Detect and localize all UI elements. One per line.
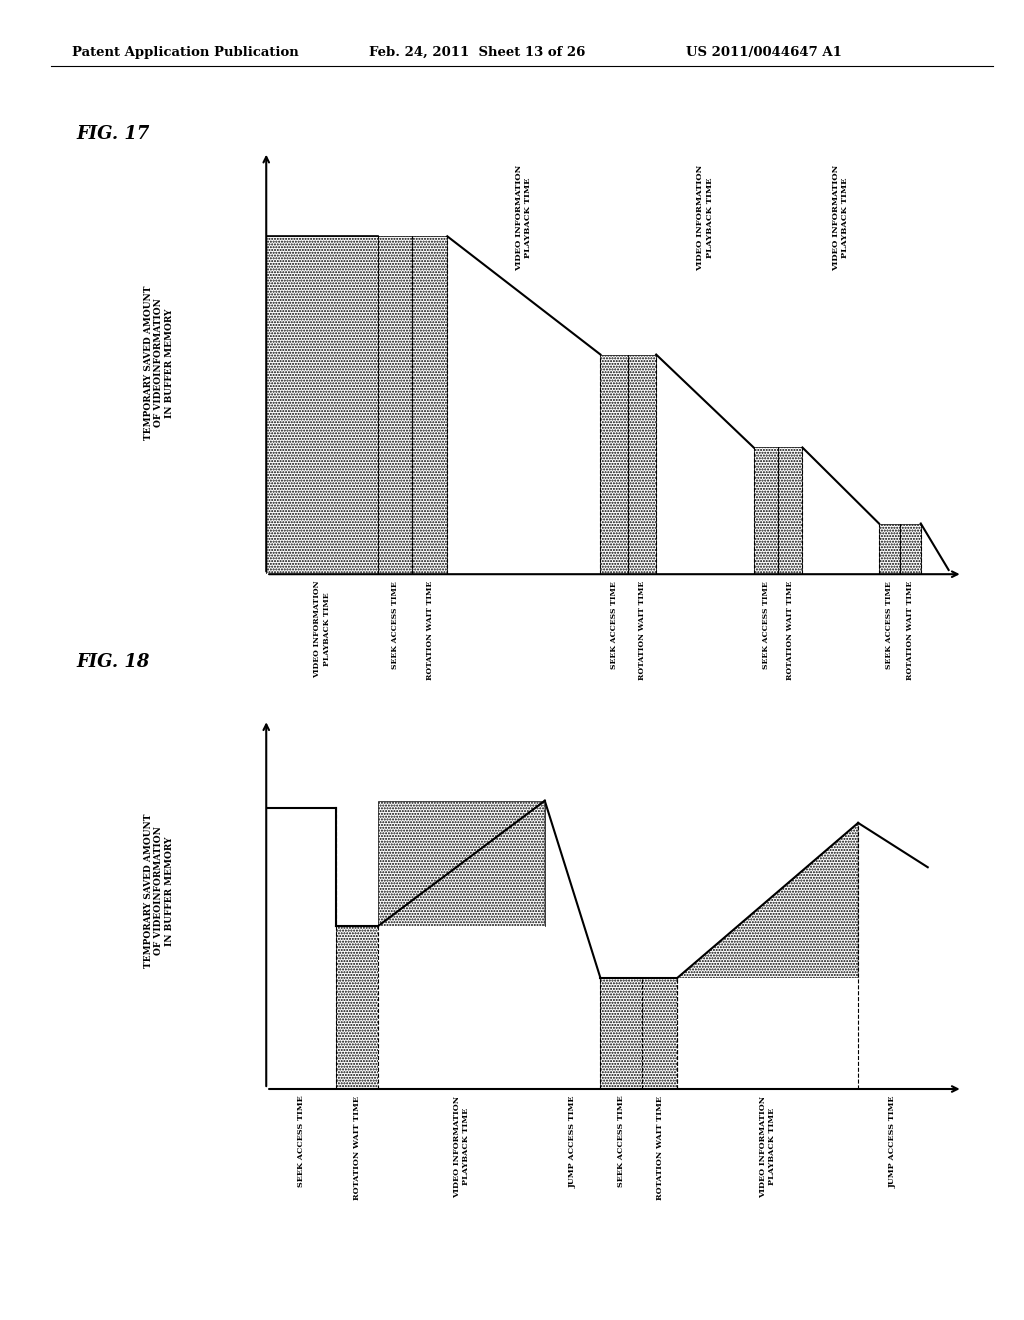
Text: ROTATION WAIT TIME: ROTATION WAIT TIME [906,581,914,680]
Text: JUMP ACCESS TIME: JUMP ACCESS TIME [889,1096,897,1188]
Text: SEEK ACCESS TIME: SEEK ACCESS TIME [391,581,399,668]
Polygon shape [677,822,858,978]
Bar [879,524,900,574]
Text: ROTATION WAIT TIME: ROTATION WAIT TIME [426,581,434,680]
Text: Feb. 24, 2011  Sheet 13 of 26: Feb. 24, 2011 Sheet 13 of 26 [369,46,585,59]
Text: FIG. 18: FIG. 18 [77,652,151,671]
Text: ROTATION WAIT TIME: ROTATION WAIT TIME [786,581,795,680]
Text: SEEK ACCESS TIME: SEEK ACCESS TIME [297,1096,305,1188]
Bar [629,355,656,574]
Text: VIDEO INFORMATION
PLAYBACK TIME: VIDEO INFORMATION PLAYBACK TIME [515,165,532,271]
Text: VIDEO INFORMATION
PLAYBACK TIME: VIDEO INFORMATION PLAYBACK TIME [313,581,331,678]
Text: VIDEO INFORMATION
PLAYBACK TIME: VIDEO INFORMATION PLAYBACK TIME [453,1096,470,1197]
Text: FIG. 17: FIG. 17 [77,124,151,143]
Text: VIDEO INFORMATION
PLAYBACK TIME: VIDEO INFORMATION PLAYBACK TIME [833,165,849,271]
Text: ROTATION WAIT TIME: ROTATION WAIT TIME [655,1096,664,1200]
Bar [600,355,629,574]
Text: TEMPORARY SAVED AMOUNT
OF VIDEOINFORMATION
IN BUFFER MEMORY: TEMPORARY SAVED AMOUNT OF VIDEOINFORMATI… [143,285,174,441]
Text: SEEK ACCESS TIME: SEEK ACCESS TIME [762,581,770,668]
Text: SEEK ACCESS TIME: SEEK ACCESS TIME [886,581,894,668]
Text: SEEK ACCESS TIME: SEEK ACCESS TIME [617,1096,626,1188]
Text: Patent Application Publication: Patent Application Publication [72,46,298,59]
Text: ROTATION WAIT TIME: ROTATION WAIT TIME [638,581,646,680]
Text: VIDEO INFORMATION
PLAYBACK TIME: VIDEO INFORMATION PLAYBACK TIME [696,165,714,271]
Bar [600,978,677,1089]
Polygon shape [378,801,545,927]
Text: VIDEO INFORMATION
PLAYBACK TIME: VIDEO INFORMATION PLAYBACK TIME [759,1096,776,1197]
Text: US 2011/0044647 A1: US 2011/0044647 A1 [686,46,842,59]
Text: SEEK ACCESS TIME: SEEK ACCESS TIME [610,581,618,668]
Text: ROTATION WAIT TIME: ROTATION WAIT TIME [352,1096,360,1200]
Text: TEMPORARY SAVED AMOUNT
OF VIDEOINFORMATION
IN BUFFER MEMORY: TEMPORARY SAVED AMOUNT OF VIDEOINFORMATI… [143,813,174,969]
Bar [778,447,803,574]
Bar [378,801,545,927]
Text: JUMP ACCESS TIME: JUMP ACCESS TIME [568,1096,577,1188]
Bar [378,236,413,574]
Bar [336,927,378,1089]
Bar [754,447,778,574]
Bar [900,524,921,574]
Bar [677,978,858,1089]
Bar [378,927,545,1089]
Bar [413,236,447,574]
Bar [266,236,378,574]
